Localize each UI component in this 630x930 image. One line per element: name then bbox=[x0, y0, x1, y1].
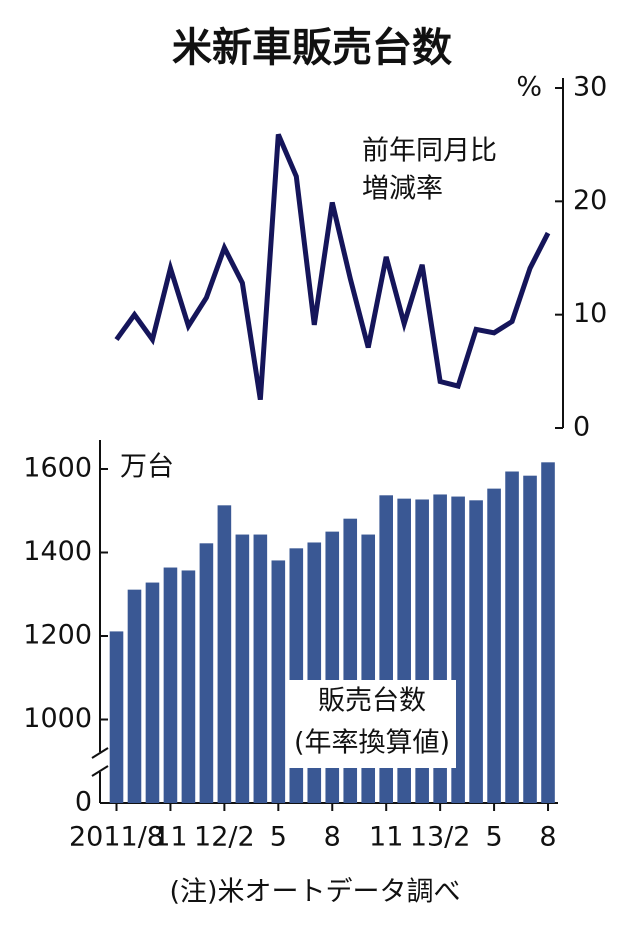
x-tick-label: 11 bbox=[153, 822, 187, 853]
y-tick-label: 1000 bbox=[23, 703, 92, 734]
x-tick-label: 8 bbox=[539, 822, 556, 853]
y-tick-label: 1200 bbox=[23, 620, 92, 651]
bar bbox=[235, 534, 250, 803]
axis-break bbox=[91, 747, 109, 759]
bar bbox=[109, 631, 124, 803]
bar bbox=[199, 543, 214, 803]
bar bbox=[181, 570, 196, 803]
bar bbox=[253, 534, 268, 803]
y-tick-label: 0 bbox=[75, 787, 92, 818]
chart-title: 米新車販売台数 bbox=[172, 25, 452, 71]
bar bbox=[505, 471, 519, 803]
y-tick-label: 20 bbox=[573, 185, 607, 216]
y-tick-label: 1600 bbox=[23, 453, 92, 484]
x-tick-label: 13/2 bbox=[410, 822, 471, 853]
y-axis-unit: % bbox=[516, 72, 542, 103]
y-tick-label: 30 bbox=[573, 72, 607, 103]
bar bbox=[271, 560, 286, 803]
y-tick-label: 0 bbox=[573, 412, 590, 443]
x-tick-label: 11 bbox=[369, 822, 403, 853]
bar bbox=[523, 475, 537, 803]
x-tick-label: 8 bbox=[324, 822, 341, 853]
annotation-box bbox=[288, 680, 456, 768]
bar bbox=[487, 488, 501, 803]
x-tick-label: 5 bbox=[485, 822, 502, 853]
x-tick-label: 2011/8 bbox=[69, 822, 164, 853]
y-axis-unit: 万台 bbox=[120, 452, 174, 483]
bar bbox=[469, 500, 483, 803]
x-tick-label: 5 bbox=[270, 822, 287, 853]
source-note: (注)米オートデータ調べ bbox=[169, 877, 460, 908]
y-tick-label: 1400 bbox=[23, 536, 92, 567]
bar bbox=[541, 462, 555, 803]
annotation: 販売台数 bbox=[318, 686, 426, 717]
y-tick-label: 10 bbox=[573, 298, 607, 329]
annotation: 前年同月比 bbox=[362, 136, 497, 167]
x-tick-label: 12/2 bbox=[194, 822, 255, 853]
data-line bbox=[114, 133, 551, 401]
annotation: 増減率 bbox=[362, 174, 443, 205]
annotation: (年率換算値) bbox=[294, 728, 450, 759]
axis-break bbox=[91, 765, 109, 777]
bar bbox=[127, 589, 142, 803]
bar bbox=[145, 582, 160, 803]
bar bbox=[217, 505, 232, 803]
bar bbox=[163, 567, 178, 803]
